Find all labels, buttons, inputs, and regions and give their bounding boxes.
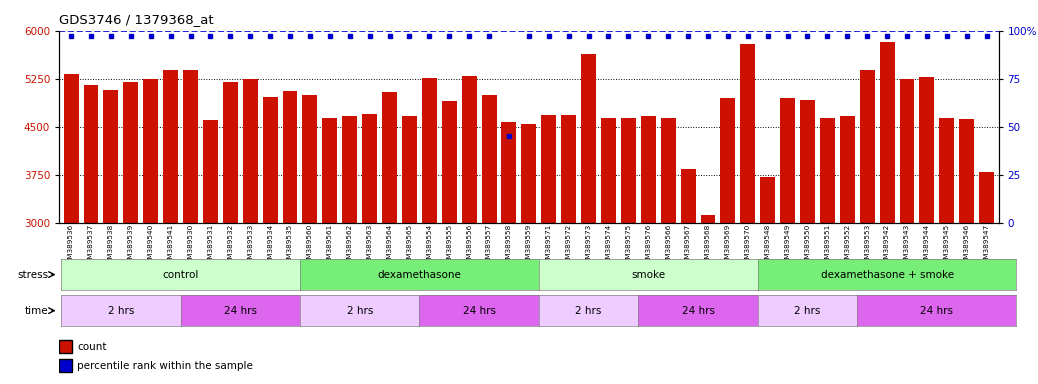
Text: dexamethasone: dexamethasone <box>378 270 461 280</box>
Bar <box>541 115 556 223</box>
Text: 24 hrs: 24 hrs <box>463 306 495 316</box>
Bar <box>442 101 457 223</box>
Bar <box>562 115 576 223</box>
Bar <box>501 122 517 223</box>
Bar <box>362 114 377 223</box>
Bar <box>83 85 99 223</box>
Bar <box>601 118 616 223</box>
Text: count: count <box>77 342 107 352</box>
Bar <box>900 79 914 223</box>
Text: 24 hrs: 24 hrs <box>224 306 256 316</box>
Bar <box>820 118 835 223</box>
Bar <box>939 118 954 223</box>
Bar <box>840 116 854 223</box>
Bar <box>740 43 756 223</box>
Bar <box>621 118 636 223</box>
Bar <box>382 92 397 223</box>
Text: 2 hrs: 2 hrs <box>108 306 134 316</box>
Text: time: time <box>25 306 49 316</box>
Bar <box>282 91 298 223</box>
Bar <box>959 119 975 223</box>
Bar <box>183 70 198 223</box>
Bar <box>720 98 735 223</box>
Bar <box>402 116 417 223</box>
Bar <box>203 120 218 223</box>
Bar <box>263 97 277 223</box>
Bar <box>859 70 875 223</box>
Text: 24 hrs: 24 hrs <box>921 306 953 316</box>
FancyBboxPatch shape <box>59 359 73 372</box>
Bar <box>343 116 357 223</box>
Bar <box>143 79 158 223</box>
Text: 2 hrs: 2 hrs <box>347 306 373 316</box>
Text: stress: stress <box>18 270 49 280</box>
Bar <box>640 116 656 223</box>
Text: 24 hrs: 24 hrs <box>682 306 714 316</box>
Text: GDS3746 / 1379368_at: GDS3746 / 1379368_at <box>59 13 214 26</box>
Bar <box>661 118 676 223</box>
Bar <box>243 79 257 223</box>
Bar <box>124 82 138 223</box>
Bar <box>104 89 118 223</box>
Text: smoke: smoke <box>631 270 665 280</box>
Text: control: control <box>162 270 198 280</box>
Bar <box>302 95 318 223</box>
Bar <box>482 95 496 223</box>
Bar <box>581 55 596 223</box>
Bar <box>781 98 795 223</box>
Text: dexamethasone + smoke: dexamethasone + smoke <box>821 270 954 280</box>
Bar <box>760 177 775 223</box>
Text: 2 hrs: 2 hrs <box>575 306 602 316</box>
Bar <box>223 82 238 223</box>
Text: percentile rank within the sample: percentile rank within the sample <box>77 361 253 371</box>
Bar <box>920 78 934 223</box>
Bar <box>421 78 437 223</box>
Bar <box>800 100 815 223</box>
Bar <box>462 76 476 223</box>
Bar <box>163 70 179 223</box>
FancyBboxPatch shape <box>59 340 73 353</box>
Bar <box>681 169 695 223</box>
Text: 2 hrs: 2 hrs <box>794 306 821 316</box>
Bar <box>979 172 994 223</box>
Bar <box>521 124 537 223</box>
Bar <box>701 215 715 223</box>
Bar <box>879 42 895 223</box>
Bar <box>63 74 79 223</box>
Bar <box>323 118 337 223</box>
